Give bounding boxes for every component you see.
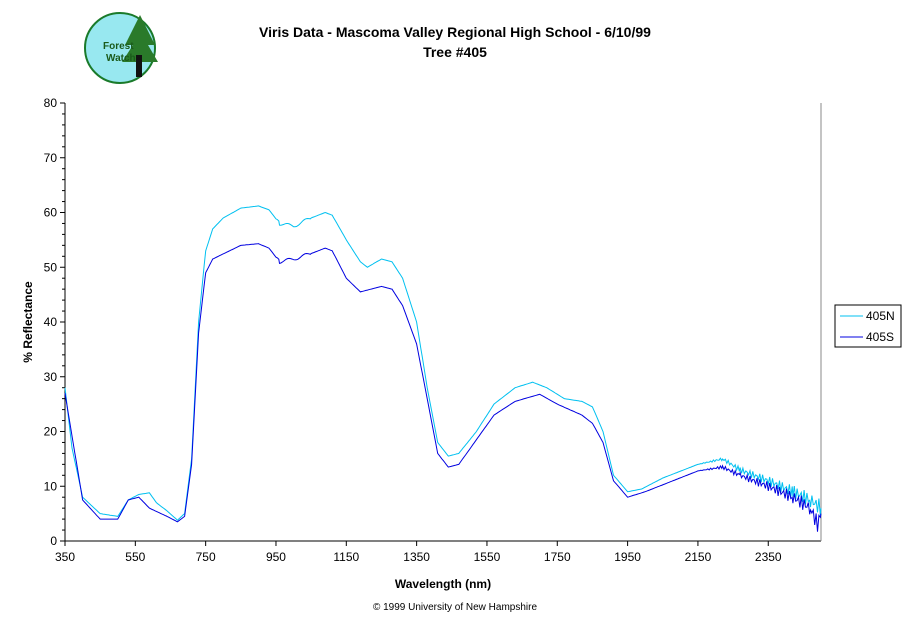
- legend: 405N 405S: [834, 304, 902, 348]
- x-tick-label: 1950: [614, 550, 641, 564]
- x-tick-label: 1350: [403, 550, 430, 564]
- chart-title: Viris Data - Mascoma Valley Regional Hig…: [259, 24, 651, 40]
- y-tick-label: 10: [44, 479, 58, 493]
- x-tick-label: 950: [266, 550, 286, 564]
- x-tick-label: 350: [55, 550, 75, 564]
- y-tick-label: 30: [44, 370, 58, 384]
- x-tick-label: 1750: [544, 550, 571, 564]
- x-tick-label: 550: [125, 550, 145, 564]
- y-tick-label: 70: [44, 151, 58, 165]
- x-tick-label: 1150: [333, 550, 359, 564]
- chart-subtitle: Tree #405: [423, 44, 487, 60]
- y-tick-label: 60: [44, 206, 58, 220]
- series-line-405N: [64, 205, 822, 521]
- x-tick-label: 1550: [474, 550, 501, 564]
- y-axis-label: % Reflectance: [21, 281, 35, 363]
- copyright-footer: © 1999 University of New Hampshire: [373, 602, 538, 613]
- y-tick-label: 80: [44, 96, 58, 110]
- y-tick-label: 0: [50, 534, 57, 548]
- forest-watch-logo: Forest Watch: [84, 12, 158, 84]
- y-tick-label: 50: [44, 260, 58, 274]
- x-tick-label: 2350: [755, 550, 782, 564]
- y-tick-label: 40: [44, 315, 58, 329]
- legend-label-405S: 405S: [866, 330, 894, 344]
- x-tick-label: 2150: [685, 550, 712, 564]
- y-tick-label: 20: [44, 425, 58, 439]
- svg-text:Watch: Watch: [106, 53, 136, 64]
- svg-text:Forest: Forest: [103, 41, 134, 52]
- x-axis-label: Wavelength (nm): [395, 577, 491, 591]
- legend-label-405N: 405N: [866, 309, 895, 323]
- x-tick-label: 750: [196, 550, 216, 564]
- series-line-405S: [64, 243, 822, 532]
